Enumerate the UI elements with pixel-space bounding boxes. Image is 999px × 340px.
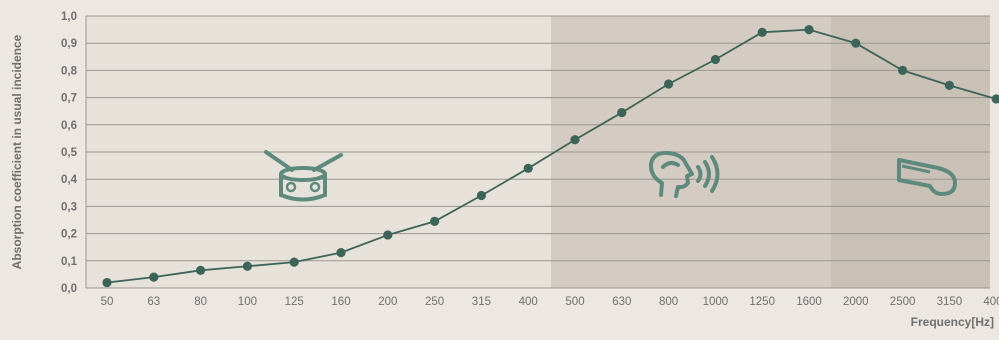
y-tick-label: 0,8	[61, 65, 78, 77]
data-point	[196, 265, 206, 275]
data-point	[430, 216, 440, 226]
x-tick-label: 2500	[890, 296, 916, 308]
x-tick-label: 315	[472, 296, 491, 308]
data-point	[851, 38, 861, 48]
series-path	[106, 28, 997, 284]
y-tick-label: 0,9	[61, 38, 77, 50]
x-tick-label: 4000	[983, 296, 999, 308]
data-point	[710, 54, 721, 65]
drum-icon	[264, 150, 343, 202]
x-tick-label: 1000	[703, 296, 729, 308]
data-point	[383, 230, 393, 240]
data-point	[991, 94, 999, 104]
x-tick-label: 63	[147, 296, 160, 308]
data-point	[898, 65, 908, 75]
data-point	[289, 257, 299, 267]
y-tick-label: 0,6	[61, 120, 77, 132]
x-tick-label: 160	[331, 296, 350, 308]
y-tick-label: 0,2	[61, 229, 77, 241]
y-tick-label: 0,3	[61, 201, 77, 213]
x-tick-label: 630	[612, 296, 631, 308]
y-tick-label: 0,0	[61, 283, 77, 295]
data-point	[944, 80, 955, 90]
speech-icon	[648, 150, 720, 198]
data-point	[617, 107, 627, 118]
x-tick-label: 50	[101, 296, 114, 308]
x-tick-label: 100	[238, 296, 257, 308]
x-tick-label: 800	[659, 296, 678, 308]
x-axis-label: Frequency[Hz]	[911, 315, 994, 329]
y-axis-label: Absorption coefficient in usual incidenc…	[10, 34, 24, 269]
x-tick-label: 250	[425, 296, 444, 308]
data-point	[476, 190, 486, 201]
x-tick-label: 200	[378, 296, 397, 308]
y-tick-label: 0,5	[61, 147, 78, 159]
data-point	[102, 277, 112, 288]
data-point	[570, 135, 580, 145]
x-tick-label: 3150	[937, 296, 963, 308]
series-line	[102, 25, 999, 288]
y-tick-label: 1,0	[61, 11, 77, 23]
gridlines	[85, 15, 990, 289]
x-tick-labels: 50 63 80 100 125 160 200 250 315 400 500 630 800 1000…	[101, 296, 999, 308]
x-tick-label: 1250	[749, 296, 775, 308]
y-tick-label: 0,7	[61, 93, 77, 105]
x-tick-label: 2000	[843, 296, 869, 308]
data-point	[336, 248, 346, 258]
data-point	[523, 163, 533, 173]
data-point	[149, 272, 159, 282]
y-tick-labels: 0,0 0,1 0,2 0,3 0,4 0,5 0,6 0,7 0,8 0,9 1,0	[61, 11, 78, 295]
x-tick-label: 1600	[796, 296, 822, 308]
whistle-icon	[897, 158, 957, 196]
x-tick-label: 500	[565, 296, 584, 308]
data-point	[804, 25, 814, 35]
data-point	[242, 261, 252, 271]
y-tick-label: 0,4	[61, 174, 78, 186]
data-point	[664, 79, 674, 89]
x-tick-label: 125	[285, 296, 304, 308]
x-tick-label: 80	[194, 296, 207, 308]
data-point	[757, 27, 767, 37]
y-tick-label: 0,1	[61, 256, 78, 268]
x-tick-label: 400	[519, 296, 538, 308]
